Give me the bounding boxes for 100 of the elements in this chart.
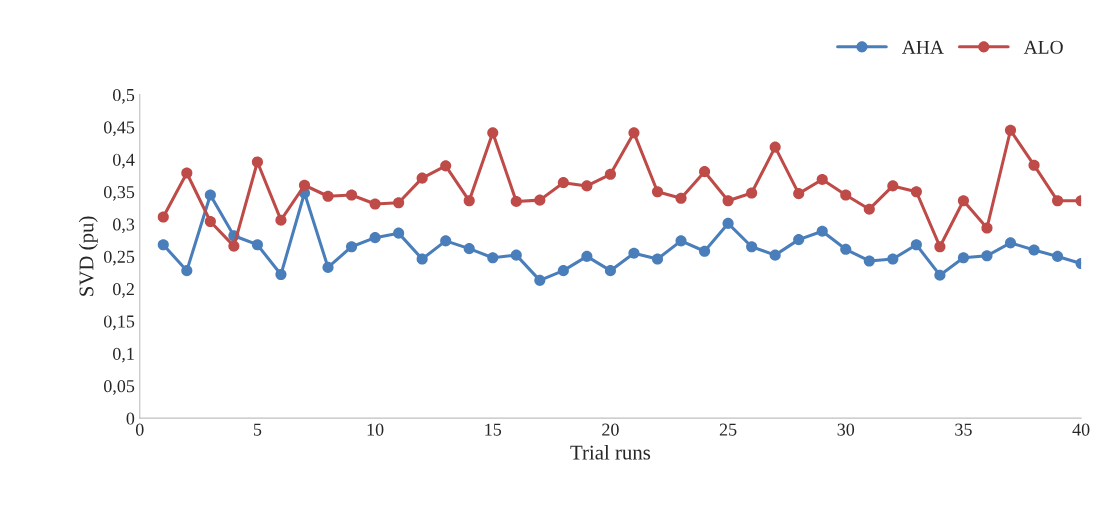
- x-tick-label: 5: [253, 423, 262, 436]
- point: [722, 195, 734, 207]
- point: [981, 250, 993, 262]
- x-tick-label: 20: [602, 423, 619, 436]
- point: [416, 253, 428, 265]
- point: [769, 249, 781, 261]
- point: [557, 177, 569, 189]
- x-tick-label: 0: [135, 423, 144, 436]
- point: [346, 241, 358, 253]
- point: [934, 269, 946, 281]
- point: [910, 239, 922, 251]
- point: [251, 156, 263, 168]
- y-tick-label: 0,45: [103, 121, 135, 137]
- point: [746, 241, 758, 253]
- point: [699, 166, 711, 178]
- legend-label: AHA: [901, 40, 944, 54]
- y-tick-label: 0,1: [113, 347, 134, 363]
- point: [463, 195, 475, 207]
- point: [251, 239, 263, 251]
- point: [487, 252, 499, 264]
- legend-label: ALO: [1023, 40, 1063, 54]
- point: [675, 192, 687, 204]
- y-tick-label: 0: [126, 412, 135, 425]
- y-tick-label: 0,4: [113, 153, 135, 169]
- y-axis-title: SVD (pu): [78, 216, 98, 296]
- point: [181, 167, 193, 179]
- point: [840, 243, 852, 255]
- point: [416, 172, 428, 184]
- point: [487, 127, 499, 139]
- point: [934, 241, 946, 253]
- x-tick-label: 25: [719, 423, 737, 436]
- point: [957, 252, 969, 264]
- point: [369, 232, 381, 244]
- point: [957, 195, 969, 207]
- point: [275, 214, 287, 226]
- point: [628, 247, 640, 259]
- x-tick-label: 35: [955, 423, 972, 436]
- point: [675, 235, 687, 247]
- x-tick-label: 40: [1072, 423, 1090, 436]
- point: [322, 190, 334, 202]
- point: [981, 222, 993, 234]
- point: [346, 189, 358, 201]
- point: [1004, 237, 1017, 249]
- y-tick-label: 0,5: [113, 88, 135, 104]
- point: [840, 189, 852, 201]
- point: [863, 255, 875, 267]
- point: [369, 198, 381, 210]
- point: [440, 235, 452, 247]
- x-axis-title: Trial runs: [570, 444, 651, 460]
- point: [534, 194, 546, 206]
- point: [581, 180, 593, 192]
- x-tick-label: 15: [485, 423, 502, 436]
- point: [393, 227, 405, 239]
- point: [463, 243, 475, 255]
- y-tick-label: 0,35: [103, 185, 135, 201]
- point: [793, 234, 805, 246]
- point: [1028, 159, 1040, 171]
- point: [604, 265, 616, 277]
- point: [181, 265, 193, 277]
- point: [1004, 124, 1017, 136]
- y-tick-label: 0,25: [103, 250, 135, 266]
- point: [910, 186, 922, 198]
- point: [581, 250, 593, 262]
- y-tick-label: 0,3: [113, 218, 135, 234]
- point: [204, 215, 216, 228]
- point: [1028, 244, 1040, 256]
- y-tick-label: 0,15: [103, 315, 135, 331]
- point: [887, 253, 899, 265]
- point: [816, 173, 828, 185]
- point: [510, 249, 522, 261]
- point: [651, 186, 664, 198]
- point: [651, 253, 664, 265]
- point: [604, 168, 616, 180]
- point: [746, 187, 758, 199]
- point: [722, 217, 734, 229]
- point: [298, 179, 311, 191]
- point: [793, 188, 805, 200]
- point: [887, 180, 899, 192]
- y-tick-label: 0,05: [103, 380, 135, 395]
- point: [393, 197, 405, 209]
- point: [628, 127, 640, 139]
- point: [557, 265, 569, 277]
- x-tick-label: 10: [367, 423, 384, 436]
- y-tick-label: 0,2: [113, 283, 134, 298]
- point: [510, 195, 522, 207]
- point: [863, 203, 875, 215]
- point: [440, 160, 452, 172]
- x-tick-label: 30: [837, 423, 855, 436]
- point: [816, 225, 828, 237]
- point: [699, 245, 711, 257]
- point: [275, 268, 287, 281]
- point: [157, 239, 169, 251]
- point: [322, 261, 334, 273]
- point: [1052, 195, 1064, 207]
- point: [228, 240, 240, 252]
- point: [204, 189, 216, 201]
- point: [534, 274, 546, 286]
- point: [769, 141, 781, 153]
- point: [1052, 250, 1064, 262]
- point: [157, 211, 169, 223]
